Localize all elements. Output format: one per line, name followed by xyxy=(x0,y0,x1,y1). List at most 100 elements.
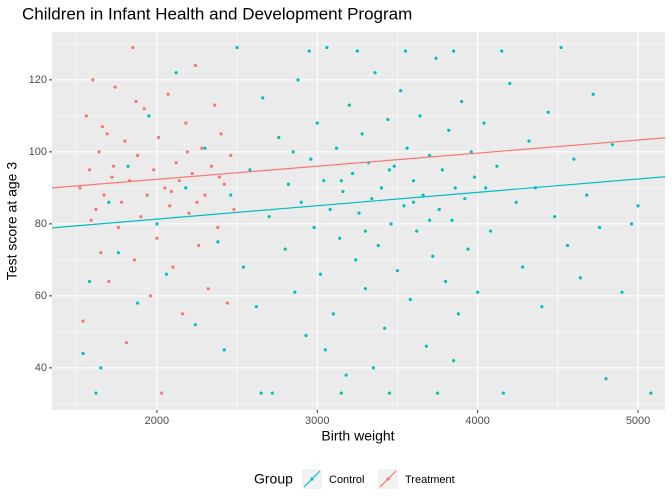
point xyxy=(156,135,161,140)
point xyxy=(405,146,409,150)
point xyxy=(164,272,169,276)
point xyxy=(514,200,518,204)
point xyxy=(508,81,512,86)
point xyxy=(87,168,92,172)
point xyxy=(370,197,374,201)
point xyxy=(216,240,220,244)
point xyxy=(216,225,220,230)
point xyxy=(107,279,111,284)
legend-key-point xyxy=(310,477,314,481)
point xyxy=(411,200,416,204)
y-tick-label: 60 xyxy=(35,290,47,302)
point xyxy=(160,391,164,395)
point xyxy=(450,218,454,222)
point xyxy=(312,225,316,230)
point xyxy=(418,114,422,118)
point xyxy=(147,114,151,118)
point xyxy=(209,164,214,168)
point xyxy=(456,312,461,316)
point xyxy=(184,186,188,190)
legend-label: Control xyxy=(329,474,364,486)
point xyxy=(427,153,432,158)
point xyxy=(527,139,531,143)
point xyxy=(136,301,140,305)
point xyxy=(187,211,191,215)
point xyxy=(94,207,98,212)
point xyxy=(113,85,117,89)
point xyxy=(174,71,178,75)
point xyxy=(219,132,223,136)
point xyxy=(163,186,167,190)
point xyxy=(100,125,104,129)
y-tick-label: 40 xyxy=(35,362,47,374)
point xyxy=(169,189,173,194)
point xyxy=(520,265,525,269)
point xyxy=(403,49,408,53)
point xyxy=(123,139,127,143)
point xyxy=(139,215,143,219)
point xyxy=(81,319,85,323)
legend-key-point xyxy=(386,477,390,481)
point xyxy=(296,78,300,82)
point xyxy=(443,279,448,284)
point xyxy=(386,117,390,122)
point xyxy=(97,150,101,154)
point xyxy=(578,276,582,280)
point xyxy=(190,171,194,176)
point xyxy=(357,211,361,215)
point xyxy=(585,193,589,197)
point xyxy=(452,359,456,363)
point xyxy=(184,121,188,125)
point xyxy=(354,258,358,262)
point xyxy=(99,251,103,255)
point xyxy=(171,265,175,269)
point xyxy=(421,193,425,197)
point xyxy=(225,301,230,305)
point xyxy=(87,279,92,284)
point xyxy=(145,193,149,197)
point xyxy=(155,236,159,240)
legend-title: Group xyxy=(254,471,293,487)
point xyxy=(315,121,319,125)
point xyxy=(134,99,138,104)
point xyxy=(111,164,116,168)
point xyxy=(440,168,444,172)
point xyxy=(195,200,199,204)
point xyxy=(495,164,499,168)
point xyxy=(261,96,265,100)
point xyxy=(235,45,239,50)
point xyxy=(399,89,403,93)
x-tick-label: 3000 xyxy=(305,415,329,427)
point xyxy=(604,377,608,381)
point xyxy=(379,186,384,190)
point xyxy=(91,78,95,82)
point xyxy=(387,168,392,172)
point xyxy=(116,251,121,255)
point xyxy=(565,243,570,248)
point xyxy=(213,103,217,107)
point xyxy=(328,207,332,212)
point xyxy=(620,290,624,294)
point xyxy=(232,207,236,212)
point xyxy=(277,135,281,140)
point xyxy=(546,110,550,114)
point xyxy=(447,128,451,132)
point xyxy=(350,171,355,176)
point xyxy=(248,168,252,172)
legend-label: Treatment xyxy=(405,474,455,486)
point xyxy=(469,150,473,154)
point xyxy=(110,175,114,179)
point xyxy=(293,290,297,294)
point xyxy=(120,200,124,204)
point xyxy=(347,103,351,107)
point xyxy=(309,157,313,161)
point xyxy=(344,373,348,377)
point xyxy=(217,175,222,179)
point xyxy=(241,265,246,269)
point xyxy=(500,49,504,53)
point xyxy=(102,193,106,197)
point xyxy=(501,391,505,395)
point xyxy=(259,391,263,395)
point xyxy=(222,348,226,352)
point xyxy=(371,366,376,370)
